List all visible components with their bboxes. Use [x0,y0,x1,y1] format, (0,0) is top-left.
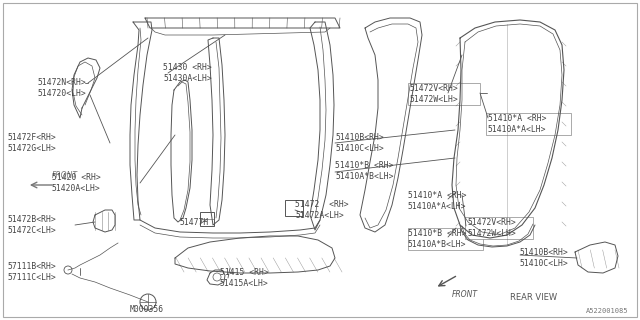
Text: 51410A*A<LH>: 51410A*A<LH> [488,125,547,134]
Text: 51410C<LH>: 51410C<LH> [520,259,569,268]
Text: 51420 <RH>: 51420 <RH> [52,173,100,182]
Text: 514720<LH>: 514720<LH> [38,89,87,98]
Text: 51410A*B<LH>: 51410A*B<LH> [408,240,467,249]
Text: REAR VIEW: REAR VIEW [510,293,557,302]
Bar [465,217,533,239]
Text: 51430A<LH>: 51430A<LH> [163,74,212,83]
Text: 57111C<LH>: 57111C<LH> [8,273,57,282]
Bar [285,200,303,216]
Text: 51410B<RH>: 51410B<RH> [520,248,569,257]
Bar [408,83,480,105]
Text: 57111B<RH>: 57111B<RH> [8,262,57,271]
Text: 51472F<RH>: 51472F<RH> [8,133,57,142]
Text: 51410*A <RH>: 51410*A <RH> [408,191,467,200]
Text: 51472V<RH>: 51472V<RH> [467,218,516,227]
Text: 51477H: 51477H [180,218,209,227]
Text: 51472N<RH>: 51472N<RH> [38,78,87,87]
Text: 51420A<LH>: 51420A<LH> [52,184,100,193]
Text: 51410*A <RH>: 51410*A <RH> [488,114,547,123]
Bar [486,113,571,135]
Text: M000356: M000356 [130,305,164,314]
Text: 51472W<LH>: 51472W<LH> [410,95,459,104]
Text: 51410B<RH>: 51410B<RH> [335,133,384,142]
Text: FRONT: FRONT [452,290,478,299]
Bar [408,228,483,250]
Text: 51472W<LH>: 51472W<LH> [467,229,516,238]
Text: 51472  <RH>: 51472 <RH> [295,200,349,209]
Bar [200,212,214,226]
Text: FRONT: FRONT [52,171,78,180]
Text: 51472A<LH>: 51472A<LH> [295,211,344,220]
Text: 51472G<LH>: 51472G<LH> [8,144,57,153]
Text: 51410A*A<LH>: 51410A*A<LH> [408,202,467,211]
Text: 51410A*B<LH>: 51410A*B<LH> [335,172,394,181]
Text: 51430 <RH>: 51430 <RH> [163,63,212,72]
Text: 51410C<LH>: 51410C<LH> [335,144,384,153]
Text: 51415 <RH>: 51415 <RH> [220,268,269,277]
Text: 51415A<LH>: 51415A<LH> [220,279,269,288]
Text: A522001085: A522001085 [586,308,628,314]
Text: 51472B<RH>: 51472B<RH> [8,215,57,224]
Text: 51472V<RH>: 51472V<RH> [410,84,459,93]
Text: 51472C<LH>: 51472C<LH> [8,226,57,235]
Text: 51410*B <RH>: 51410*B <RH> [408,229,467,238]
Text: 51410*B <RH>: 51410*B <RH> [335,161,394,170]
